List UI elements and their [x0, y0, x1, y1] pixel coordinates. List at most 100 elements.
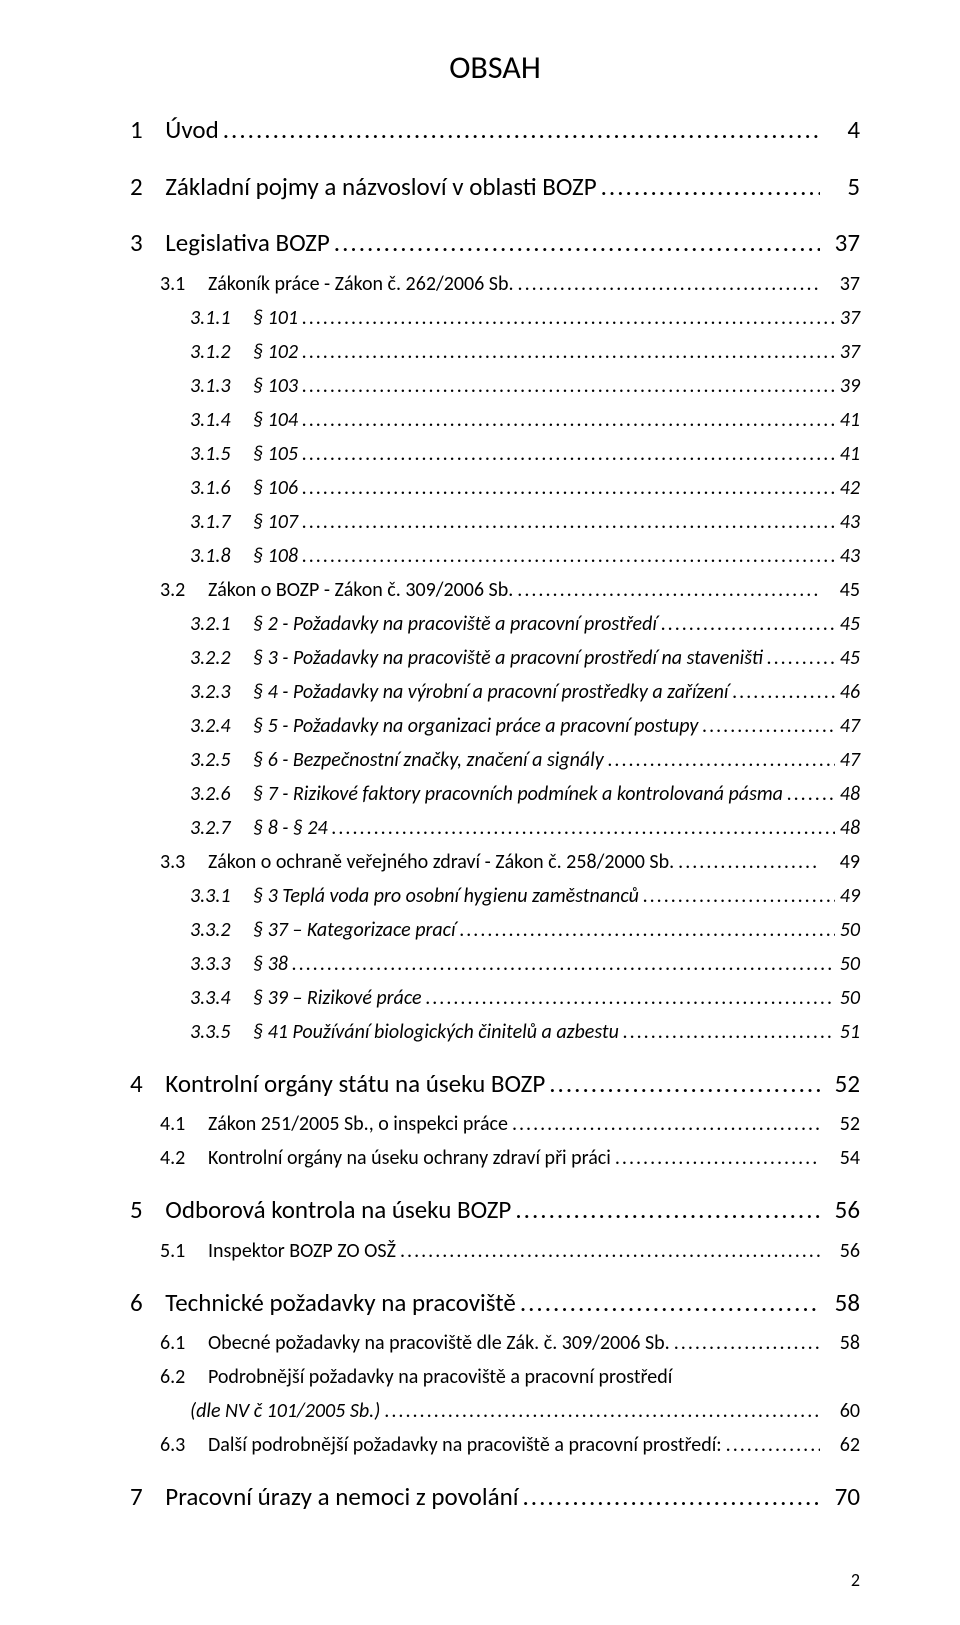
toc-leader: [298, 437, 835, 471]
toc-num: 3.2: [160, 573, 208, 607]
toc-leader: [518, 1476, 820, 1519]
toc-page: 48: [835, 811, 860, 845]
toc-leader: [783, 777, 835, 811]
toc-page: 50: [835, 981, 860, 1015]
toc-entry-title: § 106: [253, 471, 298, 505]
toc-leader: [619, 1015, 835, 1049]
toc-page: 51: [835, 1015, 860, 1049]
toc-page: 39: [835, 369, 860, 403]
toc-page: 49: [835, 879, 860, 913]
page-number: 2: [130, 1569, 860, 1591]
page: OBSAH 1 Úvod 42 Základní pojmy a názvosl…: [0, 0, 960, 1625]
toc-container: 1 Úvod 42 Základní pojmy a názvosloví v …: [130, 109, 860, 1519]
toc-num: 1: [130, 109, 165, 152]
toc-entry-title: § 3 Teplá voda pro osobní hygienu zaměst…: [253, 879, 639, 913]
toc-entry-title: Zákoník práce - Zákon č. 262/2006 Sb.: [208, 267, 514, 301]
toc-page: 43: [835, 539, 860, 573]
toc-leader: [763, 641, 835, 675]
toc-row: 3.1.8 § 108 43: [190, 539, 860, 573]
toc-page: 50: [835, 947, 860, 981]
toc-row: 3.1.3 § 103 39: [190, 369, 860, 403]
toc-entry-title: § 103: [253, 369, 298, 403]
toc-row: 3.1.2 § 102 37: [190, 335, 860, 369]
toc-entry-title: § 102: [253, 335, 298, 369]
toc-entry-title: Legislativa BOZP: [165, 222, 330, 265]
toc-row: 7 Pracovní úrazy a nemoci z povolání 70: [130, 1476, 860, 1519]
toc-row: 3.1 Zákoník práce - Zákon č. 262/2006 Sb…: [160, 267, 860, 301]
toc-row: 3.3.3 § 38 50: [190, 947, 860, 981]
toc-num: 3.2.5: [190, 743, 253, 777]
toc-entry-title: § 7 - Rizikové faktory pracovních podmín…: [253, 777, 783, 811]
toc-leader: [396, 1234, 820, 1268]
toc-row: 3.1.5 § 105 41: [190, 437, 860, 471]
toc-page: 49: [820, 845, 860, 879]
toc-num: 3: [130, 222, 165, 265]
toc-leader: [514, 267, 820, 301]
toc-entry-title: § 6 - Bezpečnostní značky, značení a sig…: [253, 743, 604, 777]
toc-leader: [674, 845, 820, 879]
toc-entry-title: Odborová kontrola na úseku BOZP: [165, 1189, 511, 1232]
toc-entry-title: § 8 - § 24: [253, 811, 328, 845]
toc-row: 3.2 Zákon o BOZP - Zákon č. 309/2006 Sb.…: [160, 573, 860, 607]
toc-row: 6.1 Obecné požadavky na pracoviště dle Z…: [160, 1326, 860, 1360]
toc-leader: [422, 981, 836, 1015]
toc-num: 5: [130, 1189, 165, 1232]
toc-row: 3.2.6 § 7 - Rizikové faktory pracovních …: [190, 777, 860, 811]
toc-row: 3.3.4 § 39 – Rizikové práce 50: [190, 981, 860, 1015]
toc-leader: [298, 505, 835, 539]
toc-entry-title: Podrobnější požadavky na pracoviště a pr…: [208, 1360, 672, 1394]
toc-entry-title: Kontrolní orgány na úseku ochrany zdraví…: [208, 1141, 611, 1175]
toc-entry-title: Základní pojmy a názvosloví v oblasti BO…: [165, 166, 596, 209]
toc-num: 3.2.6: [190, 777, 253, 811]
toc-page: 58: [820, 1282, 860, 1325]
toc-row: 6.2 Podrobnější požadavky na pracoviště …: [160, 1360, 860, 1394]
toc-page: 58: [820, 1326, 860, 1360]
toc-num: 7: [130, 1476, 165, 1519]
toc-entry-title: § 4 - Požadavky na výrobní a pracovní pr…: [253, 675, 728, 709]
toc-page: 45: [835, 641, 860, 675]
toc-leader: [657, 607, 835, 641]
toc-page: 62: [820, 1428, 860, 1462]
toc-leader: [545, 1063, 820, 1106]
toc-leader: [597, 166, 820, 209]
toc-leader: [298, 471, 835, 505]
toc-leader: [298, 539, 835, 573]
toc-leader: [380, 1394, 820, 1428]
toc-row: 4 Kontrolní orgány státu na úseku BOZP 5…: [130, 1063, 860, 1106]
toc-row: 1 Úvod 4: [130, 109, 860, 152]
toc-page: 4: [820, 109, 860, 152]
toc-num: 3.1.3: [190, 369, 253, 403]
toc-leader: [330, 222, 820, 265]
toc-entry-title: Pracovní úrazy a nemoci z povolání: [165, 1476, 518, 1519]
toc-entry-title: Úvod: [165, 109, 218, 152]
toc-row: 3.3.1 § 3 Teplá voda pro osobní hygienu …: [190, 879, 860, 913]
toc-page: 37: [820, 222, 860, 265]
toc-entry-title: § 2 - Požadavky na pracoviště a pracovní…: [253, 607, 657, 641]
toc-leader: [728, 675, 835, 709]
toc-num: 6.3: [160, 1428, 208, 1462]
toc-entry-title: Zákon 251/2005 Sb., o inspekci práce: [208, 1107, 508, 1141]
toc-leader: [604, 743, 835, 777]
toc-page: 47: [835, 743, 860, 777]
toc-leader: [288, 947, 835, 981]
toc-row: 3.1.4 § 104 41: [190, 403, 860, 437]
toc-num: 3.1: [160, 267, 208, 301]
toc-row: 3.1.6 § 106 42: [190, 471, 860, 505]
toc-entry-title: § 108: [253, 539, 298, 573]
toc-num: 4.1: [160, 1107, 208, 1141]
toc-row: 3.2.3 § 4 - Požadavky na výrobní a praco…: [190, 675, 860, 709]
toc-page: 47: [835, 709, 860, 743]
toc-leader: [456, 913, 836, 947]
toc-page: 5: [820, 166, 860, 209]
toc-page: 56: [820, 1189, 860, 1232]
toc-entry-title: § 107: [253, 505, 298, 539]
toc-row: 3 Legislativa BOZP 37: [130, 222, 860, 265]
toc-num: 3.2.1: [190, 607, 253, 641]
toc-page: 50: [835, 913, 860, 947]
toc-entry-title: Zákon o BOZP - Zákon č. 309/2006 Sb.: [208, 573, 513, 607]
toc-row: 3.2.4 § 5 - Požadavky na organizaci prác…: [190, 709, 860, 743]
toc-leader: [298, 369, 835, 403]
toc-leader: [298, 335, 835, 369]
toc-row: 4.1 Zákon 251/2005 Sb., o inspekci práce…: [160, 1107, 860, 1141]
toc-page: 56: [820, 1234, 860, 1268]
